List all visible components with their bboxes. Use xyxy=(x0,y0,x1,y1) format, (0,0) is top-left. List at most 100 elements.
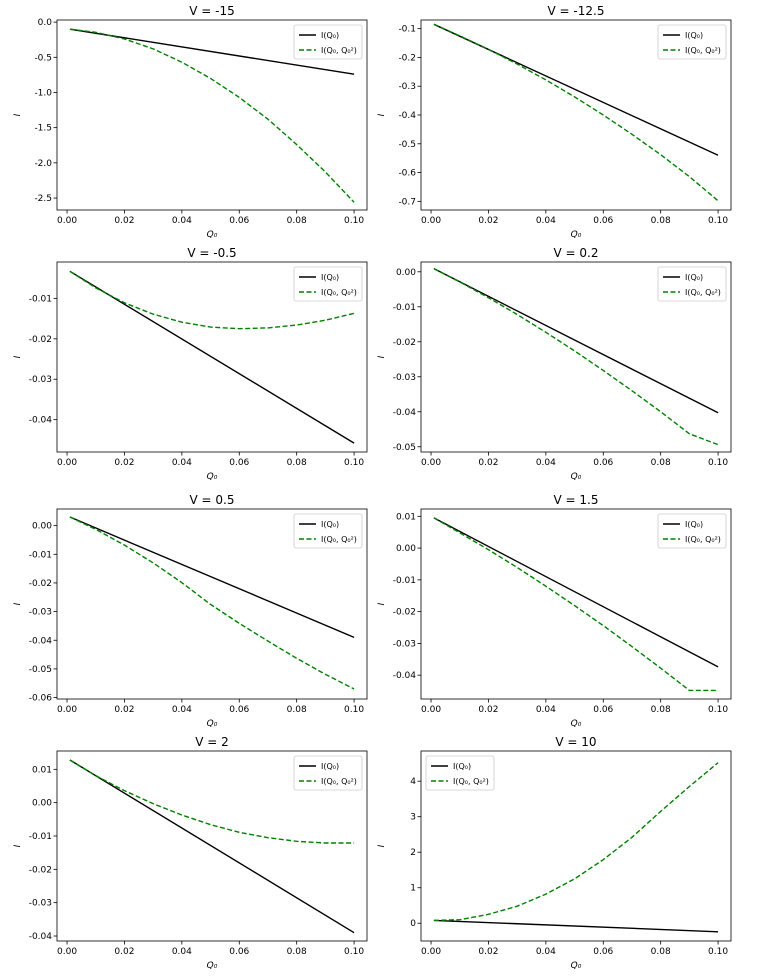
y-tick-label: -0.02 xyxy=(29,865,52,875)
legend-label-quadratic: I(Q₀, Q₀²) xyxy=(321,46,357,55)
y-tick-label: 2 xyxy=(410,848,416,858)
x-tick-label: 0.10 xyxy=(344,947,364,957)
y-tick-label: -0.2 xyxy=(398,53,416,63)
legend: I(Q₀) I(Q₀, Q₀²) xyxy=(425,755,495,791)
legend-label-linear: I(Q₀) xyxy=(685,273,703,282)
y-tick-label: -1.0 xyxy=(34,88,52,98)
subplot-5: V = 0.5 0.00 0.02 0.04 0.06 0.08 0.10 0.00 -0.01… xyxy=(13,493,368,729)
y-tick-label: 1 xyxy=(410,884,416,894)
series-line-linear xyxy=(433,23,719,156)
x-tick-label: 0.08 xyxy=(287,216,307,226)
y-tick-label: -0.02 xyxy=(393,338,416,348)
legend-label-linear: I(Q₀) xyxy=(685,31,703,40)
x-tick-label: 0.00 xyxy=(421,705,441,715)
x-tick-label: 0.02 xyxy=(478,705,498,715)
legend-label-linear: I(Q₀) xyxy=(321,520,339,529)
y-tick-label: 0 xyxy=(410,919,416,929)
x-tick-label: 0.04 xyxy=(536,216,556,226)
y-axis-label: I xyxy=(377,844,387,847)
y-tick-label: -0.02 xyxy=(393,608,416,618)
legend-label-quadratic: I(Q₀, Q₀²) xyxy=(321,288,357,297)
y-tick-label: -0.04 xyxy=(393,671,417,681)
series-line-quadratic xyxy=(69,28,355,203)
y-tick-label: 0.01 xyxy=(32,765,52,775)
y-axis-label: I xyxy=(13,602,23,605)
y-tick-label: -0.06 xyxy=(29,694,53,704)
subplot-4: V = 0.2 0.00 0.02 0.04 0.06 0.08 0.10 0.00 -0.01… xyxy=(377,246,732,482)
subplot-1: V = -15 0.00 0.02 0.04 0.06 0.08 0.10 0.0 -0.5 -1… xyxy=(13,4,368,240)
y-tick-label: 0.0 xyxy=(38,18,53,28)
y-axis-label: I xyxy=(377,355,387,358)
x-tick-label: 0.00 xyxy=(57,458,77,468)
subplot-title: V = -15 xyxy=(189,4,235,18)
y-tick-label: -0.03 xyxy=(393,373,416,383)
y-tick-label: 0.00 xyxy=(396,268,416,278)
axes-frame xyxy=(420,508,732,700)
x-tick-label: 0.06 xyxy=(593,216,613,226)
y-tick-label: -2.0 xyxy=(34,159,52,169)
y-tick-label: -0.04 xyxy=(29,932,53,942)
y-tick-label: 0.00 xyxy=(32,522,52,532)
x-tick-label: 0.04 xyxy=(536,705,556,715)
axes-frame xyxy=(420,261,732,453)
y-tick-label: -0.01 xyxy=(29,832,52,842)
x-tick-label: 0.08 xyxy=(651,216,671,226)
x-axis-label: Q₀ xyxy=(571,472,582,482)
subplot-3: V = -0.5 0.00 0.02 0.04 0.06 0.08 0.10 -0.01 -0.… xyxy=(13,246,368,482)
y-tick-label: -0.5 xyxy=(34,53,52,63)
axes-frame xyxy=(420,750,732,942)
x-tick-label: 0.02 xyxy=(114,705,134,715)
y-tick-label: -0.05 xyxy=(393,443,416,453)
legend-label-quadratic: I(Q₀, Q₀²) xyxy=(453,777,489,786)
subplot-title: V = -0.5 xyxy=(187,246,236,260)
y-tick-label: -0.4 xyxy=(398,111,416,121)
x-tick-label: 0.00 xyxy=(57,216,77,226)
x-axis-label: Q₀ xyxy=(207,719,218,729)
x-axis-label: Q₀ xyxy=(207,472,218,482)
legend-label-linear: I(Q₀) xyxy=(685,520,703,529)
legend: I(Q₀) I(Q₀, Q₀²) xyxy=(293,266,363,302)
x-tick-label: 0.08 xyxy=(287,458,307,468)
legend-label-linear: I(Q₀) xyxy=(321,762,339,771)
x-tick-label: 0.06 xyxy=(229,216,249,226)
x-tick-label: 0.02 xyxy=(114,947,134,957)
x-tick-label: 0.06 xyxy=(593,947,613,957)
subplot-title: V = 10 xyxy=(555,735,596,749)
series-line-quadratic xyxy=(433,23,719,202)
x-tick-label: 0.00 xyxy=(421,216,441,226)
legend-label-quadratic: I(Q₀, Q₀²) xyxy=(685,535,721,544)
series-line-linear xyxy=(69,270,355,444)
x-tick-label: 0.02 xyxy=(114,458,134,468)
x-tick-label: 0.10 xyxy=(708,947,728,957)
y-tick-label: -0.03 xyxy=(393,639,416,649)
x-tick-label: 0.10 xyxy=(708,705,728,715)
series-line-quadratic xyxy=(69,270,355,330)
x-tick-label: 0.02 xyxy=(478,947,498,957)
x-tick-label: 0.04 xyxy=(172,947,192,957)
axes-frame xyxy=(56,508,368,700)
subplot-title: V = 0.2 xyxy=(554,246,599,260)
x-tick-label: 0.02 xyxy=(114,216,134,226)
y-tick-label: -0.01 xyxy=(393,576,416,586)
x-tick-label: 0.08 xyxy=(287,947,307,957)
x-tick-label: 0.06 xyxy=(229,458,249,468)
legend-label-quadratic: I(Q₀, Q₀²) xyxy=(685,46,721,55)
subplot-title: V = 0.5 xyxy=(190,493,235,507)
y-tick-label: -0.01 xyxy=(29,294,52,304)
x-tick-label: 0.06 xyxy=(593,458,613,468)
y-tick-label: -0.7 xyxy=(398,197,416,207)
x-axis-label: Q₀ xyxy=(207,961,218,971)
x-tick-label: 0.08 xyxy=(651,947,671,957)
y-tick-label: -0.03 xyxy=(29,899,52,909)
x-tick-label: 0.04 xyxy=(172,216,192,226)
x-tick-label: 0.08 xyxy=(287,705,307,715)
y-tick-label: 0.00 xyxy=(32,799,52,809)
legend-label-linear: I(Q₀) xyxy=(321,31,339,40)
y-axis-label: I xyxy=(377,602,387,605)
subplot-6: V = 1.5 0.00 0.02 0.04 0.06 0.08 0.10 0.01 0.00 -… xyxy=(377,493,732,729)
y-tick-label: -0.02 xyxy=(29,579,52,589)
subplot-title: V = -12.5 xyxy=(548,4,605,18)
legend-label-quadratic: I(Q₀, Q₀²) xyxy=(321,535,357,544)
legend-label-quadratic: I(Q₀, Q₀²) xyxy=(685,288,721,297)
x-tick-label: 0.06 xyxy=(593,705,613,715)
